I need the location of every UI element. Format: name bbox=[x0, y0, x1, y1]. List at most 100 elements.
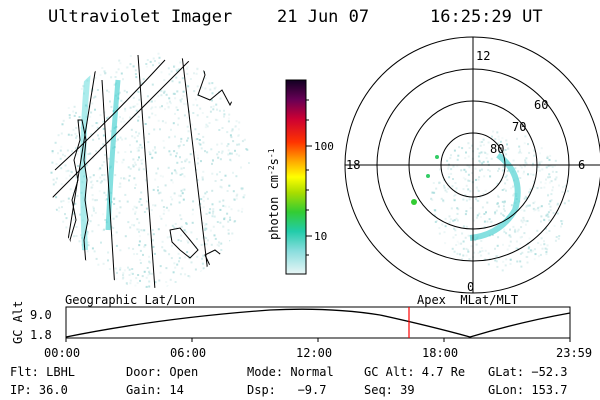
emission-speck bbox=[181, 192, 184, 195]
emission-speck bbox=[162, 175, 164, 178]
emission-speck bbox=[227, 229, 230, 232]
emission-speck bbox=[475, 178, 477, 181]
emission-speck bbox=[140, 162, 143, 165]
emission-speck bbox=[103, 228, 105, 231]
emission-speck bbox=[508, 234, 511, 237]
emission-speck bbox=[456, 219, 459, 222]
emission-speck bbox=[220, 186, 223, 189]
emission-speck bbox=[463, 168, 466, 171]
emission-speck bbox=[224, 205, 227, 208]
emission-speck bbox=[94, 76, 97, 79]
emission-speck bbox=[165, 93, 168, 96]
emission-speck bbox=[93, 250, 96, 253]
emission-speck bbox=[176, 109, 179, 111]
emission-speck bbox=[143, 211, 146, 213]
emission-speck bbox=[555, 176, 558, 179]
emission-speck bbox=[438, 182, 441, 185]
emission-speck bbox=[445, 190, 448, 193]
emission-speck bbox=[486, 201, 489, 204]
emission-speck bbox=[136, 253, 139, 255]
emission-speck bbox=[468, 179, 471, 182]
emission-speck bbox=[546, 155, 549, 158]
colorbar-scale bbox=[285, 79, 307, 275]
emission-speck bbox=[221, 150, 224, 153]
emission-speck bbox=[494, 247, 496, 250]
emission-speck bbox=[555, 236, 558, 238]
info-ip: IP: 36.0 bbox=[10, 383, 68, 397]
emission-speck bbox=[126, 66, 129, 69]
emission-speck bbox=[233, 198, 236, 201]
header-date: 21 Jun 07 bbox=[277, 7, 370, 27]
emission-speck bbox=[548, 158, 551, 161]
emission-speck bbox=[62, 119, 65, 122]
emission-speck bbox=[506, 170, 509, 173]
emission-speck bbox=[442, 199, 445, 202]
emission-speck bbox=[490, 220, 493, 223]
emission-speck bbox=[64, 213, 66, 216]
emission-speck bbox=[51, 151, 54, 154]
emission-speck bbox=[104, 72, 107, 74]
emission-speck bbox=[499, 140, 502, 143]
emission-speck bbox=[506, 178, 509, 181]
emission-speck bbox=[101, 174, 104, 177]
emission-speck bbox=[173, 192, 176, 195]
emission-speck bbox=[124, 137, 127, 140]
emission-speck bbox=[159, 174, 162, 177]
emission-speck bbox=[117, 68, 120, 71]
emission-speck bbox=[210, 148, 213, 151]
emission-speck bbox=[144, 244, 147, 247]
emission-speck bbox=[516, 137, 518, 140]
emission-speck bbox=[171, 198, 174, 201]
emission-speck bbox=[80, 234, 82, 237]
emission-speck bbox=[103, 191, 106, 194]
emission-speck bbox=[480, 168, 483, 171]
emission-speck bbox=[200, 147, 203, 150]
emission-speck bbox=[64, 164, 67, 167]
emission-speck bbox=[519, 260, 522, 263]
emission-speck bbox=[477, 190, 480, 192]
emission-speck bbox=[177, 239, 180, 242]
emission-speck bbox=[482, 138, 485, 141]
emission-speck bbox=[62, 220, 65, 223]
info-gain: Gain: 14 bbox=[126, 383, 184, 397]
emission-speck bbox=[212, 210, 215, 213]
emission-speck bbox=[216, 143, 219, 146]
emission-speck bbox=[204, 150, 206, 153]
emission-speck bbox=[229, 158, 232, 161]
emission-speck bbox=[248, 162, 250, 164]
emission-speck bbox=[520, 166, 523, 169]
emission-speck bbox=[105, 140, 108, 142]
emission-speck bbox=[107, 259, 109, 262]
emission-speck bbox=[143, 270, 146, 273]
emission-speck bbox=[193, 151, 196, 154]
emission-speck bbox=[110, 76, 113, 79]
emission-speck bbox=[235, 120, 238, 123]
emission-speck bbox=[471, 172, 474, 174]
emission-speck bbox=[99, 114, 102, 117]
emission-speck bbox=[465, 210, 468, 213]
emission-speck bbox=[498, 167, 501, 170]
emission-speck bbox=[139, 279, 141, 282]
emission-speck bbox=[230, 136, 233, 139]
emission-speck bbox=[118, 91, 121, 94]
emission-speck bbox=[191, 221, 194, 224]
emission-speck bbox=[223, 218, 226, 221]
emission-speck bbox=[148, 150, 151, 153]
emission-speck bbox=[455, 244, 458, 246]
emission-speck bbox=[60, 200, 63, 203]
emission-speck bbox=[496, 182, 499, 185]
emission-speck bbox=[59, 157, 62, 160]
emission-speck bbox=[170, 179, 173, 182]
emission-speck bbox=[124, 235, 127, 238]
emission-speck bbox=[109, 130, 112, 133]
emission-speck bbox=[185, 222, 188, 225]
emission-speck bbox=[186, 66, 189, 69]
emission-speck bbox=[162, 206, 165, 208]
emission-speck bbox=[211, 203, 214, 206]
emission-speck bbox=[481, 162, 484, 165]
emission-speck bbox=[243, 139, 246, 142]
emission-speck bbox=[541, 247, 544, 250]
emission-speck bbox=[546, 157, 549, 159]
emission-speck bbox=[172, 271, 175, 274]
emission-speck bbox=[497, 257, 500, 260]
